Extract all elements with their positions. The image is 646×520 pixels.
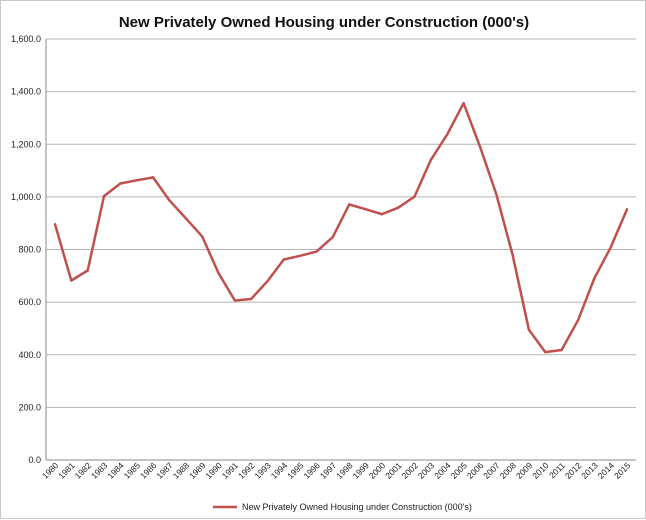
data-point xyxy=(625,208,629,211)
data-point xyxy=(151,176,155,179)
data-point xyxy=(560,348,563,352)
y-tick-label: 1,000.0 xyxy=(11,192,41,202)
data-point xyxy=(527,328,531,331)
data-point xyxy=(86,269,89,272)
x-tick-label: 2011 xyxy=(547,460,567,480)
data-point xyxy=(429,158,433,161)
x-tick-label: 1986 xyxy=(138,460,159,481)
x-tick-label: 1984 xyxy=(105,460,126,481)
x-tick-label: 2004 xyxy=(432,460,453,481)
data-point xyxy=(331,235,334,239)
data-point xyxy=(168,199,171,202)
data-point xyxy=(397,206,400,209)
y-tick-label: 800.0 xyxy=(18,245,41,255)
legend: New Privately Owned Housing under Constr… xyxy=(213,502,472,512)
x-tick-label: 1995 xyxy=(285,460,306,481)
x-tick-label: 2008 xyxy=(498,460,519,481)
data-point xyxy=(266,279,269,283)
data-point xyxy=(364,208,367,211)
data-point xyxy=(348,203,351,206)
x-tick-label: 1992 xyxy=(236,460,257,481)
data-point xyxy=(298,254,302,257)
x-tick-label: 1990 xyxy=(203,460,224,481)
data-point xyxy=(282,258,285,261)
x-axis: 1980198119821983198419851986198719881989… xyxy=(40,460,633,481)
x-tick-label: 1998 xyxy=(334,460,355,481)
x-tick-label: 2003 xyxy=(416,460,437,481)
x-tick-label: 2012 xyxy=(563,460,584,481)
x-tick-label: 1981 xyxy=(56,460,77,481)
data-point xyxy=(217,271,220,275)
data-point xyxy=(135,179,138,182)
x-tick-label: 1993 xyxy=(252,460,273,481)
data-point xyxy=(478,145,482,148)
data-point xyxy=(593,277,596,280)
chart-title: New Privately Owned Housing under Constr… xyxy=(119,14,529,31)
x-tick-label: 2001 xyxy=(383,460,404,481)
x-tick-label: 2006 xyxy=(465,460,486,481)
x-tick-label: 1991 xyxy=(220,460,241,481)
x-tick-label: 1987 xyxy=(154,460,175,481)
data-point xyxy=(544,350,547,354)
x-tick-label: 1999 xyxy=(350,460,371,481)
data-point xyxy=(380,213,384,216)
y-tick-label: 1,400.0 xyxy=(11,87,41,97)
data-point xyxy=(233,299,236,302)
data-point xyxy=(184,217,187,220)
data-point xyxy=(511,253,514,256)
data-point xyxy=(70,279,73,282)
x-tick-label: 1994 xyxy=(269,460,290,481)
data-point xyxy=(200,235,204,238)
x-tick-label: 2000 xyxy=(367,460,388,481)
series-line xyxy=(53,101,629,354)
data-point xyxy=(249,297,253,301)
data-point xyxy=(53,223,57,226)
x-tick-label: 1983 xyxy=(89,460,110,481)
data-point xyxy=(576,319,580,322)
y-axis: 0.0 200.0 400.0 600.0 800.0 1,000.0 1,200.0 1,4… xyxy=(11,34,47,465)
data-point xyxy=(119,182,122,185)
x-tick-label: 1982 xyxy=(73,460,94,481)
y-tick-label: 400.0 xyxy=(18,350,41,360)
x-tick-label: 2014 xyxy=(596,460,617,481)
data-point xyxy=(495,193,498,196)
data-point xyxy=(609,246,612,249)
y-tick-label: 600.0 xyxy=(18,297,41,307)
series-group xyxy=(53,101,629,354)
x-tick-label: 2007 xyxy=(481,460,502,481)
x-tick-label: 2009 xyxy=(514,460,535,481)
x-tick-label: 1996 xyxy=(301,460,322,481)
gridlines xyxy=(46,38,636,461)
x-tick-label: 1988 xyxy=(171,460,192,481)
y-tick-label: 1,600.0 xyxy=(11,34,41,44)
y-tick-label: 1,200.0 xyxy=(11,139,41,149)
data-point xyxy=(413,195,416,198)
x-tick-label: 1980 xyxy=(40,460,61,481)
x-tick-label: 2013 xyxy=(579,460,600,481)
data-point xyxy=(446,133,449,136)
data-point xyxy=(462,102,465,105)
x-tick-label: 2002 xyxy=(400,460,421,481)
x-tick-label: 1985 xyxy=(122,460,143,481)
y-tick-label: 0.0 xyxy=(28,455,41,465)
y-tick-label: 200.0 xyxy=(18,402,41,412)
x-tick-label: 2015 xyxy=(612,460,633,481)
data-point xyxy=(102,194,106,198)
data-point xyxy=(315,250,318,253)
x-tick-label: 2005 xyxy=(449,460,470,481)
x-tick-label: 1989 xyxy=(187,460,208,481)
x-tick-label: 1997 xyxy=(318,460,339,481)
x-tick-label: 2010 xyxy=(530,460,551,481)
legend-label: New Privately Owned Housing under Constr… xyxy=(242,502,472,512)
